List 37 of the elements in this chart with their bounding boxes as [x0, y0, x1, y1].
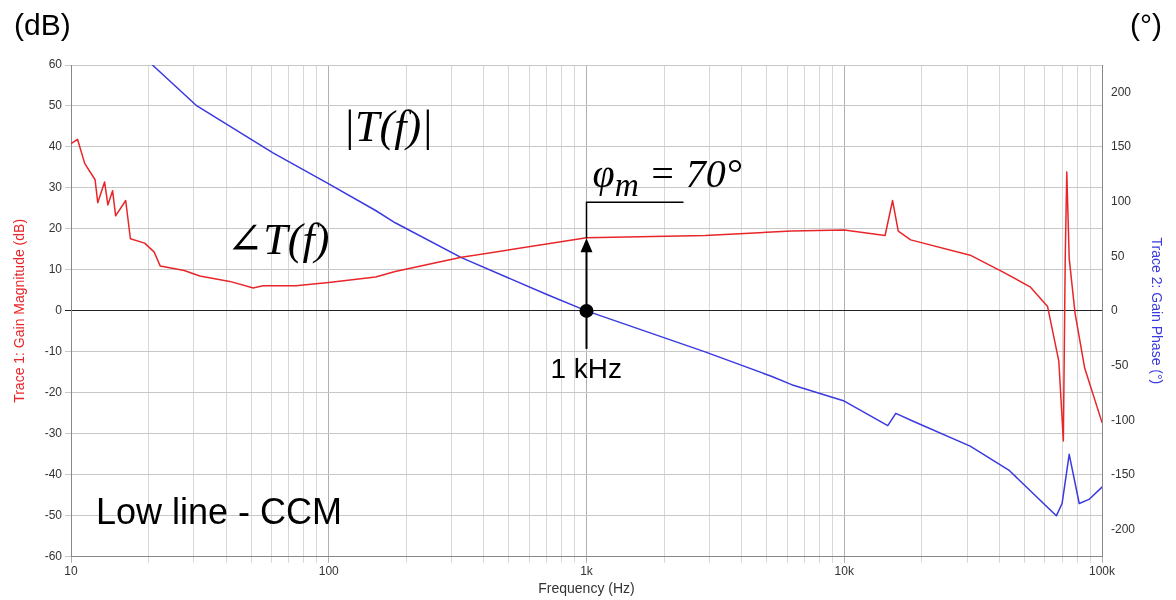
x-tick-label: 10k	[834, 564, 855, 579]
y2-tick-label: -100	[1111, 412, 1136, 427]
y2-tick-label: -200	[1111, 521, 1136, 536]
y2-tick-label: 0	[1111, 303, 1118, 318]
annotation: ∠T(f)	[226, 215, 330, 264]
x-axis-title: Frequency (Hz)	[538, 580, 635, 597]
y2-tick-label: -50	[1111, 357, 1129, 372]
y-tick-label: 10	[48, 262, 63, 277]
annotation: φ$_{m}$ = 70°	[592, 151, 742, 204]
y-tick-label: 20	[48, 221, 63, 236]
y-axis-title: Trace 1: Gain Magnitude (dB)	[11, 218, 28, 403]
x-tick-label: 100k	[1088, 564, 1117, 579]
y-tick-label: -20	[44, 385, 63, 400]
annotation: |T(f)|	[343, 102, 434, 151]
y-tick-label: 0	[55, 303, 63, 318]
x-tick-label: 10	[64, 564, 78, 579]
y-tick-label: 50	[48, 98, 63, 113]
y-tick-label: 40	[48, 139, 63, 154]
y2-tick-label: 200	[1111, 84, 1132, 99]
y2-tick-label: -150	[1111, 467, 1136, 482]
y2-axis-title: Trace 2: Gain Phase (°)	[1148, 237, 1165, 385]
y-tick-label: 60	[48, 57, 63, 72]
y2-tick-label: 50	[1111, 248, 1125, 263]
y-tick-label: -60	[44, 549, 63, 564]
y-tick-label: 30	[48, 180, 63, 195]
annotation: 1 kHz	[550, 352, 623, 384]
y-tick-label: -50	[44, 508, 63, 523]
annotation: Low line - CCM	[96, 491, 343, 532]
text: (dB)	[14, 8, 71, 41]
y2-tick-label: 100	[1111, 193, 1132, 208]
y-tick-label: -40	[44, 467, 63, 482]
y-tick-label: -10	[44, 344, 63, 359]
x-tick-label: 100	[318, 564, 340, 579]
y2-tick-label: 150	[1111, 139, 1132, 154]
x-tick-label: 1k	[580, 564, 594, 579]
y-tick-label: -30	[44, 426, 63, 441]
text: (°)	[1130, 8, 1162, 41]
